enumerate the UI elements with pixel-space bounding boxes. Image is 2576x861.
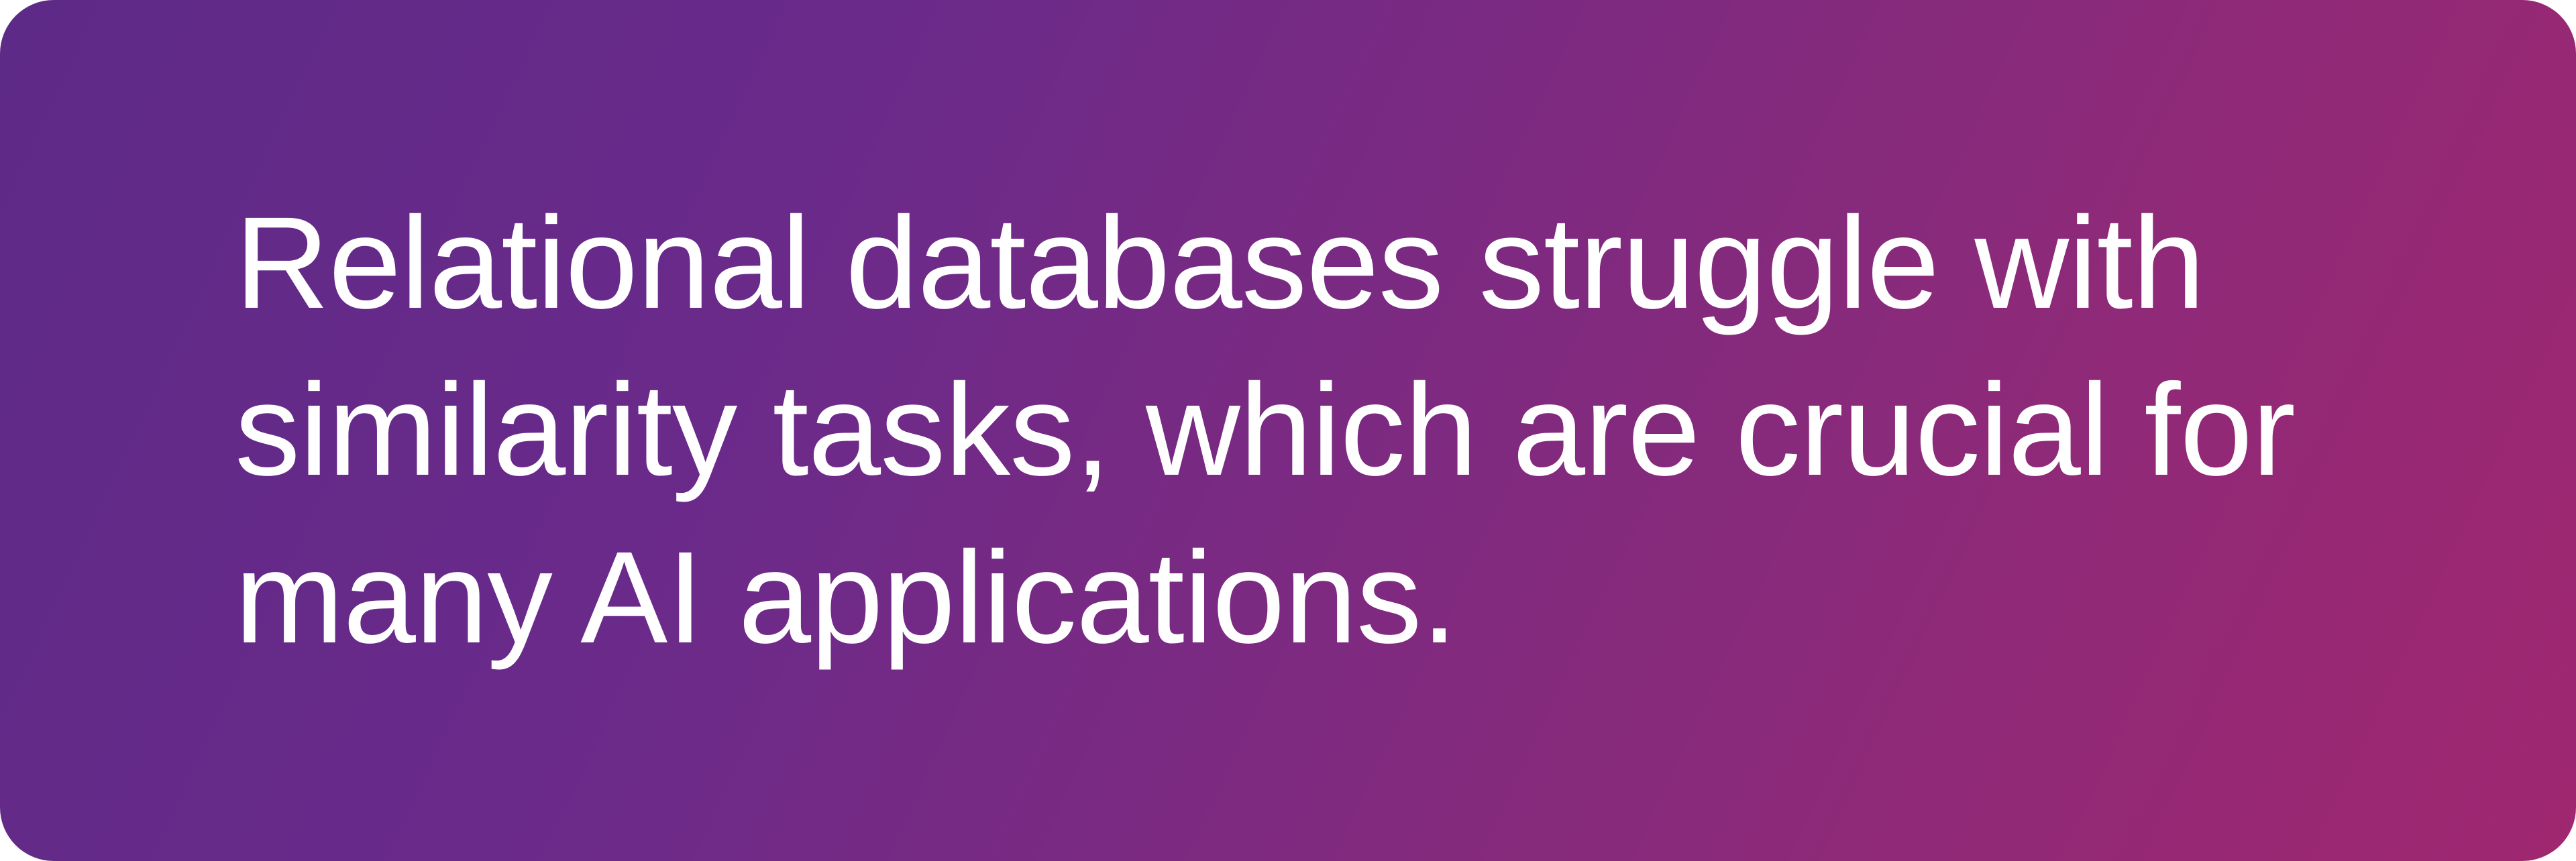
quote-text: Relational databases struggle with simil… [235, 180, 2341, 682]
quote-card: Relational databases struggle with simil… [0, 0, 2576, 861]
